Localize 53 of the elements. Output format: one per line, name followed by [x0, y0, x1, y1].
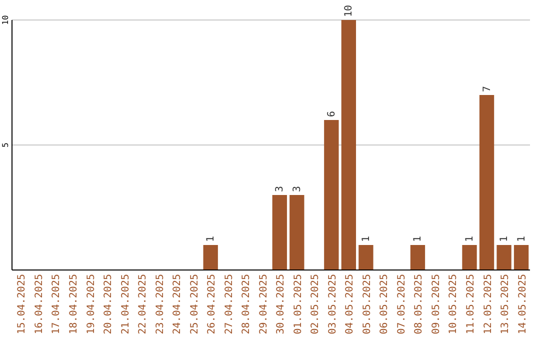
bar — [358, 245, 374, 270]
data-label: 10 — [344, 4, 355, 17]
x-tick-label: 02.05.2025 — [310, 274, 322, 334]
bar — [290, 195, 304, 270]
data-label: 3 — [292, 186, 303, 192]
data-label: 1 — [206, 236, 217, 242]
x-tick-label: 05.05.2025 — [362, 274, 373, 334]
x-tick-label: 11.05.2025 — [466, 274, 476, 334]
x-tick-label: 06.05.2025 — [379, 274, 390, 334]
bar — [462, 245, 477, 270]
x-tick-label: 18.04.2025 — [68, 274, 80, 334]
x-tick-label: 08.05.2025 — [414, 274, 425, 334]
data-label: 3 — [274, 186, 286, 192]
data-label: 1 — [499, 236, 510, 242]
data-label: 7 — [482, 86, 493, 92]
x-tick-label: 07.05.2025 — [396, 274, 408, 334]
x-tick-label: 14.05.2025 — [517, 274, 528, 334]
x-tick-label: 04.05.2025 — [344, 274, 356, 334]
x-tick-label: 25.04.2025 — [189, 274, 200, 334]
y-tick-label: 5 — [1, 142, 10, 148]
x-tick-label: 01.05.2025 — [292, 274, 304, 334]
bar — [203, 245, 218, 270]
bar — [496, 245, 512, 270]
bar — [324, 120, 339, 270]
x-tick-label: 26.04.2025 — [206, 274, 218, 334]
x-tick-label: 09.05.2025 — [430, 274, 442, 334]
bar — [514, 245, 529, 270]
x-tick-label: 19.04.2025 — [86, 274, 97, 334]
x-tick-label: 22.04.2025 — [138, 274, 149, 334]
x-tick-label: 03.05.2025 — [327, 274, 338, 334]
data-label: 6 — [326, 110, 338, 117]
x-tick-label: 12.05.2025 — [482, 274, 494, 334]
x-tick-label: 10.05.2025 — [448, 274, 460, 334]
x-tick-label: 20.04.2025 — [103, 274, 114, 334]
x-tick-label: 23.04.2025 — [154, 274, 166, 334]
x-tick-label: 15.04.2025 — [16, 274, 28, 334]
bar — [479, 95, 494, 270]
data-label: 1 — [412, 236, 424, 242]
bar — [272, 195, 287, 270]
data-label: 1 — [360, 236, 372, 242]
x-tick-label: 13.05.2025 — [500, 274, 512, 334]
data-label: 1 — [464, 236, 476, 242]
x-tick-label: 29.04.2025 — [258, 274, 270, 334]
data-label: 1 — [516, 236, 528, 242]
x-tick-label: 27.04.2025 — [224, 274, 235, 334]
x-tick-label: 30.04.2025 — [276, 274, 287, 334]
x-tick-label: 24.04.2025 — [172, 274, 184, 334]
x-tick-label: 16.04.2025 — [34, 274, 45, 334]
x-tick-label: 28.04.2025 — [241, 274, 252, 334]
bar — [341, 20, 356, 270]
bar — [410, 245, 426, 270]
x-tick-label: 21.04.2025 — [120, 274, 132, 334]
x-tick-label: 17.04.2025 — [51, 274, 62, 334]
